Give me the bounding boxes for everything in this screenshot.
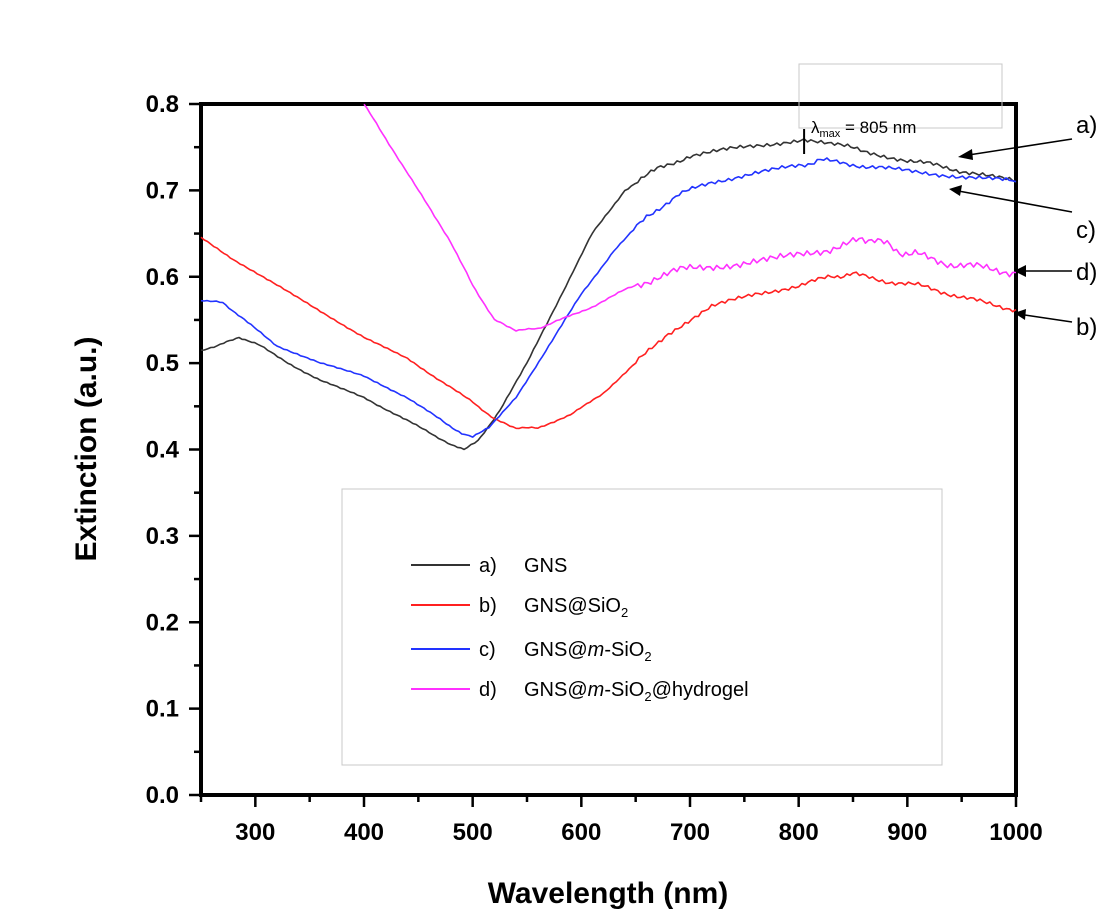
legend-letter-b: b) [479, 595, 497, 617]
y-tick-label: 0.7 [146, 177, 179, 204]
x-axis-title: Wavelength (nm) [488, 877, 729, 910]
y-tick-label: 0.8 [146, 91, 179, 118]
legend-letter-d: d) [479, 679, 497, 701]
label-a: a) [1076, 112, 1097, 139]
lambda-max-annotation: λmax = 805 nm [798, 63, 1003, 154]
legend-entry-b: b) GNS@SiO2 [411, 595, 628, 620]
y-tick-label: 0.4 [146, 437, 180, 464]
legend-entry-a: a) GNS [411, 555, 567, 577]
series-line-c [200, 157, 1017, 438]
legend-label-b-main: GNS@SiO [524, 595, 621, 617]
legend-label-c-main: GNS@ [524, 639, 588, 661]
x-axis: 300 400 500 600 700 800 900 1000 [199, 795, 1043, 846]
label-b: b) [1076, 314, 1097, 341]
legend-label-c: GNS@m-SiO2 [524, 639, 652, 664]
legend-label-d-tail: -SiO [604, 679, 644, 701]
series-line-b [200, 236, 1017, 430]
label-c: c) [1076, 217, 1096, 244]
y-axis-title: Extinction (a.u.) [70, 337, 103, 562]
lambda-symbol: λ [811, 118, 820, 137]
legend-label-c-tail: -SiO [604, 639, 644, 661]
legend-label-b-sub: 2 [621, 605, 628, 620]
legend-label-d-main: GNS@ [524, 679, 588, 701]
legend: a) GNS b) GNS@SiO2 c) GNS@m-SiO2 d) GNS@… [341, 488, 943, 766]
arrow-c [952, 189, 1073, 213]
label-d: d) [1076, 259, 1097, 286]
legend-label-d-end: @hydrogel [652, 679, 749, 701]
legend-label-a: GNS [524, 555, 567, 577]
lambda-subscript: max [820, 128, 841, 140]
x-tick-label: 400 [344, 819, 384, 846]
arrowhead-a [958, 149, 973, 160]
legend-label-d: GNS@m-SiO2@hydrogel [524, 679, 749, 704]
legend-label-c-italic: m [588, 639, 605, 661]
legend-label-c-sub: 2 [644, 649, 651, 664]
arrowhead-b [1014, 309, 1026, 320]
legend-entry-c: c) GNS@m-SiO2 [411, 639, 652, 664]
y-axis: 0.0 0.1 0.2 0.3 0.4 0.5 0.6 0.7 0.8 [146, 91, 201, 809]
y-tick-label: 0.2 [146, 609, 179, 636]
y-tick-label: 0.5 [146, 350, 179, 377]
arrow-b [1017, 313, 1073, 323]
legend-entry-d: d) GNS@m-SiO2@hydrogel [411, 679, 749, 704]
legend-label-d-italic: m [588, 679, 605, 701]
y-tick-label: 0.3 [146, 523, 179, 550]
arrowhead-c [949, 185, 962, 196]
y-tick-label: 0.6 [146, 264, 179, 291]
legend-letter-a: a) [479, 555, 497, 577]
annotation-box [798, 63, 1003, 129]
legend-label-d-sub: 2 [644, 689, 651, 704]
series-line-a [200, 138, 1017, 451]
x-tick-label: 500 [453, 819, 493, 846]
series-line-d [363, 103, 1016, 332]
arrowhead-d [1014, 265, 1026, 277]
arrow-a [961, 138, 1073, 157]
lambda-value: = 805 nm [840, 118, 916, 137]
legend-label-b: GNS@SiO2 [524, 595, 628, 620]
legend-box [341, 488, 943, 766]
y-tick-label: 0.0 [146, 782, 179, 809]
x-tick-label: 1000 [989, 819, 1042, 846]
lambda-max-label: λmax = 805 nm [811, 118, 916, 140]
x-tick-label: 300 [235, 819, 275, 846]
legend-letter-c: c) [479, 639, 496, 661]
y-tick-label: 0.1 [146, 696, 179, 723]
x-tick-label: 900 [887, 819, 927, 846]
x-tick-label: 600 [561, 819, 601, 846]
x-tick-label: 800 [779, 819, 819, 846]
x-tick-label: 700 [670, 819, 710, 846]
series-lines [200, 103, 1017, 451]
series-arrow-labels: a) c) d) b) [949, 112, 1097, 341]
